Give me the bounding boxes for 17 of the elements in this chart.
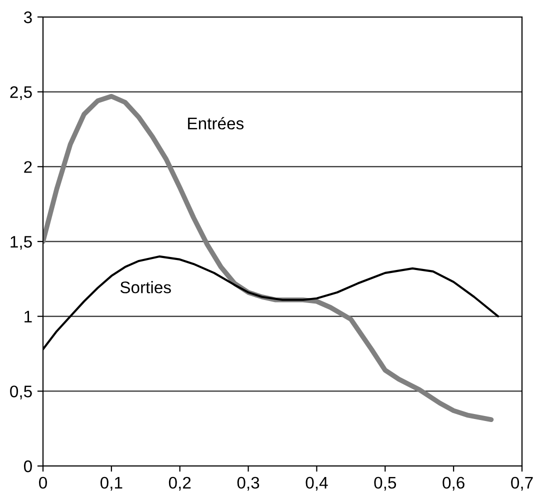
y-tick-label: 1 [24,310,32,322]
x-tick-label: 0,1 [100,476,122,491]
x-tick-label: 0 [39,476,47,489]
y-tick-label: 2 [24,161,32,173]
y-tick-label: 0 [24,460,32,472]
y-tick-label: 3 [24,11,32,24]
x-tick-label: 0,2 [168,476,191,491]
x-tick-label: 0,7 [511,476,533,491]
y-tick-label: 0,5 [10,386,32,400]
y-tick-label: 1,5 [10,236,32,250]
series-label: Sorties [120,281,171,294]
y-tick-label: 2,5 [10,86,32,100]
x-tick-label: 0,6 [442,476,464,491]
text: Entrées [188,116,244,130]
x-tick-label: 0,3 [237,476,260,491]
x-tick-label: 0,4 [306,476,328,491]
x-tick-label: 0,5 [374,476,396,491]
